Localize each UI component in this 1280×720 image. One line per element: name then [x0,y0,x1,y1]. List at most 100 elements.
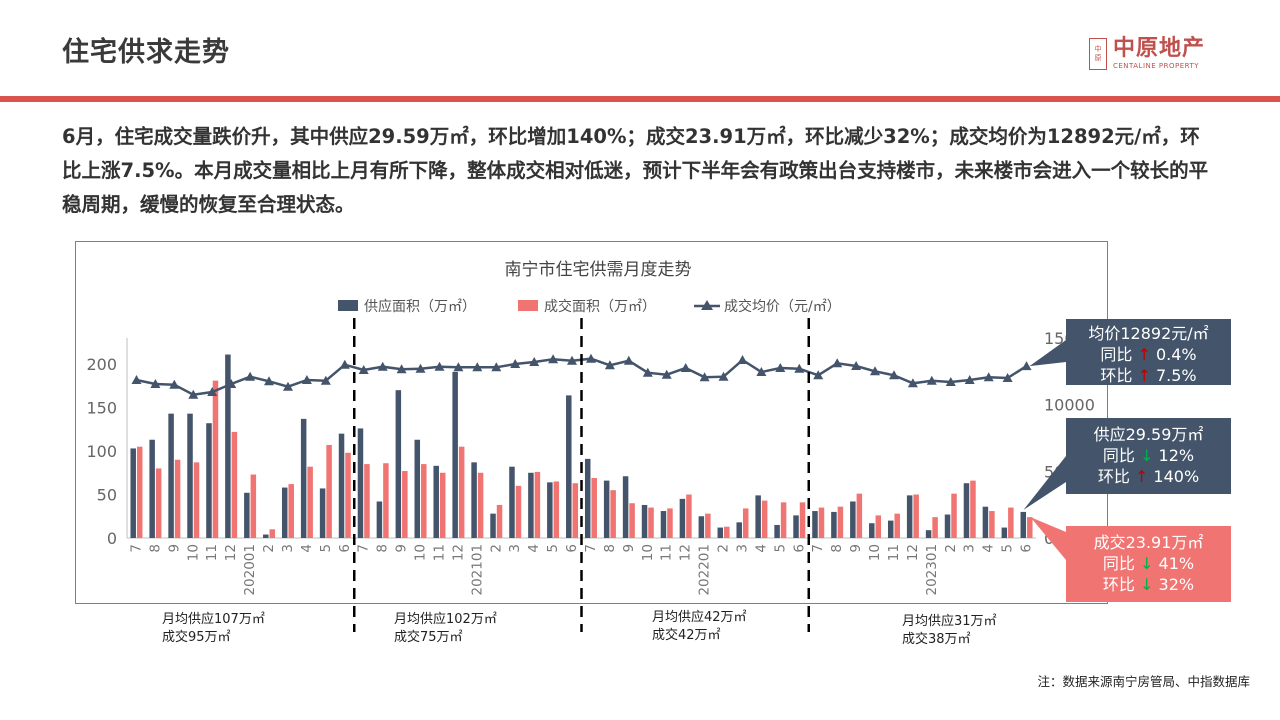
bar-deal [875,515,882,538]
bar-deal [894,513,900,538]
bar-deal [174,459,181,538]
price-marker [680,363,691,372]
x-tick-label: 3 [735,544,751,553]
header-divider [0,96,1280,102]
bar-deal [780,502,787,538]
bar-deal [383,463,389,538]
bar-deal [288,484,294,538]
x-tick-label: 6 [791,544,807,553]
x-tick-label: 9 [166,544,182,553]
x-tick-label: 4 [526,544,542,553]
price-marker [756,367,767,376]
bar-supply [225,354,231,538]
price-marker [832,358,843,368]
supply-callout-pointer [1023,456,1066,510]
supply-callout: 供应29.59万㎡ 同比 ↓ 12% 环比 ↑ 140% [1066,418,1231,494]
bar-deal [269,529,276,538]
bar-deal [458,446,465,538]
bar-supply [149,439,155,538]
price-mom-value: 7.5% [1155,366,1197,385]
bar-deal [231,431,238,538]
price-marker [245,371,256,381]
bar-deal [1027,517,1033,538]
bar-supply [130,448,136,538]
price-marker [1002,373,1013,382]
x-tick-label: 12 [450,544,466,561]
bar-supply [376,501,383,538]
price-marker [188,389,199,399]
bar-deal [421,464,427,538]
bar-supply [603,480,610,538]
price-marker [964,375,975,384]
price-marker [377,361,388,371]
bar-deal [970,480,976,538]
bar-supply [281,487,288,538]
deal-callout: 成交23.91万㎡ 同比 ↓ 41% 环比 ↓ 32% [1066,526,1231,602]
price-callout-pointer [1029,340,1066,367]
bar-deal [629,503,635,538]
bar-deal [686,494,692,538]
price-marker [699,372,710,382]
price-yoy-arrow-icon: ↑ [1137,345,1151,364]
bar-deal [193,462,200,538]
price-marker [623,355,634,365]
period-3-line1: 月均供应42万㎡ [652,610,747,625]
deal-callout-line1: 成交23.91万㎡ [1093,533,1204,552]
bar-supply [925,530,932,538]
x-tick-label: 10 [413,544,429,561]
x-tick-label: 2 [261,544,277,553]
deal-mom-arrow-icon: ↓ [1140,575,1154,594]
bar-supply [944,514,951,538]
legend-marker-price [701,300,713,310]
price-marker [794,363,805,373]
x-tick-label: 2 [943,544,959,553]
supply-yoy-arrow-icon: ↓ [1140,446,1154,465]
x-tick-label: 7 [810,544,826,553]
x-tick-label: 6 [337,544,353,553]
period-4-line1: 月均供应31万㎡ [902,614,997,629]
centaline-logo: 中原 中原地产 CENTALINE PROPERTY [1088,38,1205,70]
deal-callout-pointer [1030,517,1066,560]
bar-deal [799,502,806,538]
legend-label-deal: 成交面积（万㎡） [544,298,656,315]
bar-supply [755,495,761,538]
x-tick-label: 6 [564,544,580,553]
bar-supply [168,413,174,538]
y-left-tick-label: 150 [86,399,117,418]
x-tick-label: 7 [129,544,145,553]
x-tick-label: 3 [507,544,523,553]
x-tick-label: 8 [375,544,391,553]
price-marker [983,372,994,382]
bar-deal [913,494,919,538]
bar-deal [155,468,162,538]
bar-supply [812,511,818,538]
x-tick-label: 7 [356,544,372,553]
bar-deal [667,508,673,538]
bar-deal [136,446,143,538]
bar-supply [698,516,705,538]
bar-supply [679,498,686,538]
period-summary-3: 月均供应42万㎡ 成交42万㎡ [652,609,747,645]
x-tick-label: 202001 [242,544,258,596]
x-tick-label: 11 [432,544,448,561]
bar-deal [364,464,370,538]
legend-swatch-supply [338,300,358,311]
price-marker [169,379,180,389]
price-marker [510,359,521,368]
price-marker [548,354,559,364]
price-marker [320,375,331,385]
price-marker [226,379,237,388]
period-summary-4: 月均供应31万㎡ 成交38万㎡ [902,613,997,649]
period-summary-2: 月均供应102万㎡ 成交75万㎡ [394,611,497,647]
x-tick-label: 5 [1000,544,1016,553]
y-left-tick-label: 0 [107,529,117,548]
price-callout: 均价12892元/㎡ 同比 ↑ 0.4% 环比 ↑ 7.5% [1066,319,1231,385]
price-marker [396,364,407,374]
price-marker [718,371,729,381]
deal-yoy-value: 41% [1158,554,1195,573]
x-tick-label: 3 [280,544,296,553]
bar-deal [742,508,749,538]
x-tick-label: 10 [185,544,201,561]
price-yoy-label: 同比 [1100,345,1133,364]
legend-swatch-deal [518,300,538,311]
